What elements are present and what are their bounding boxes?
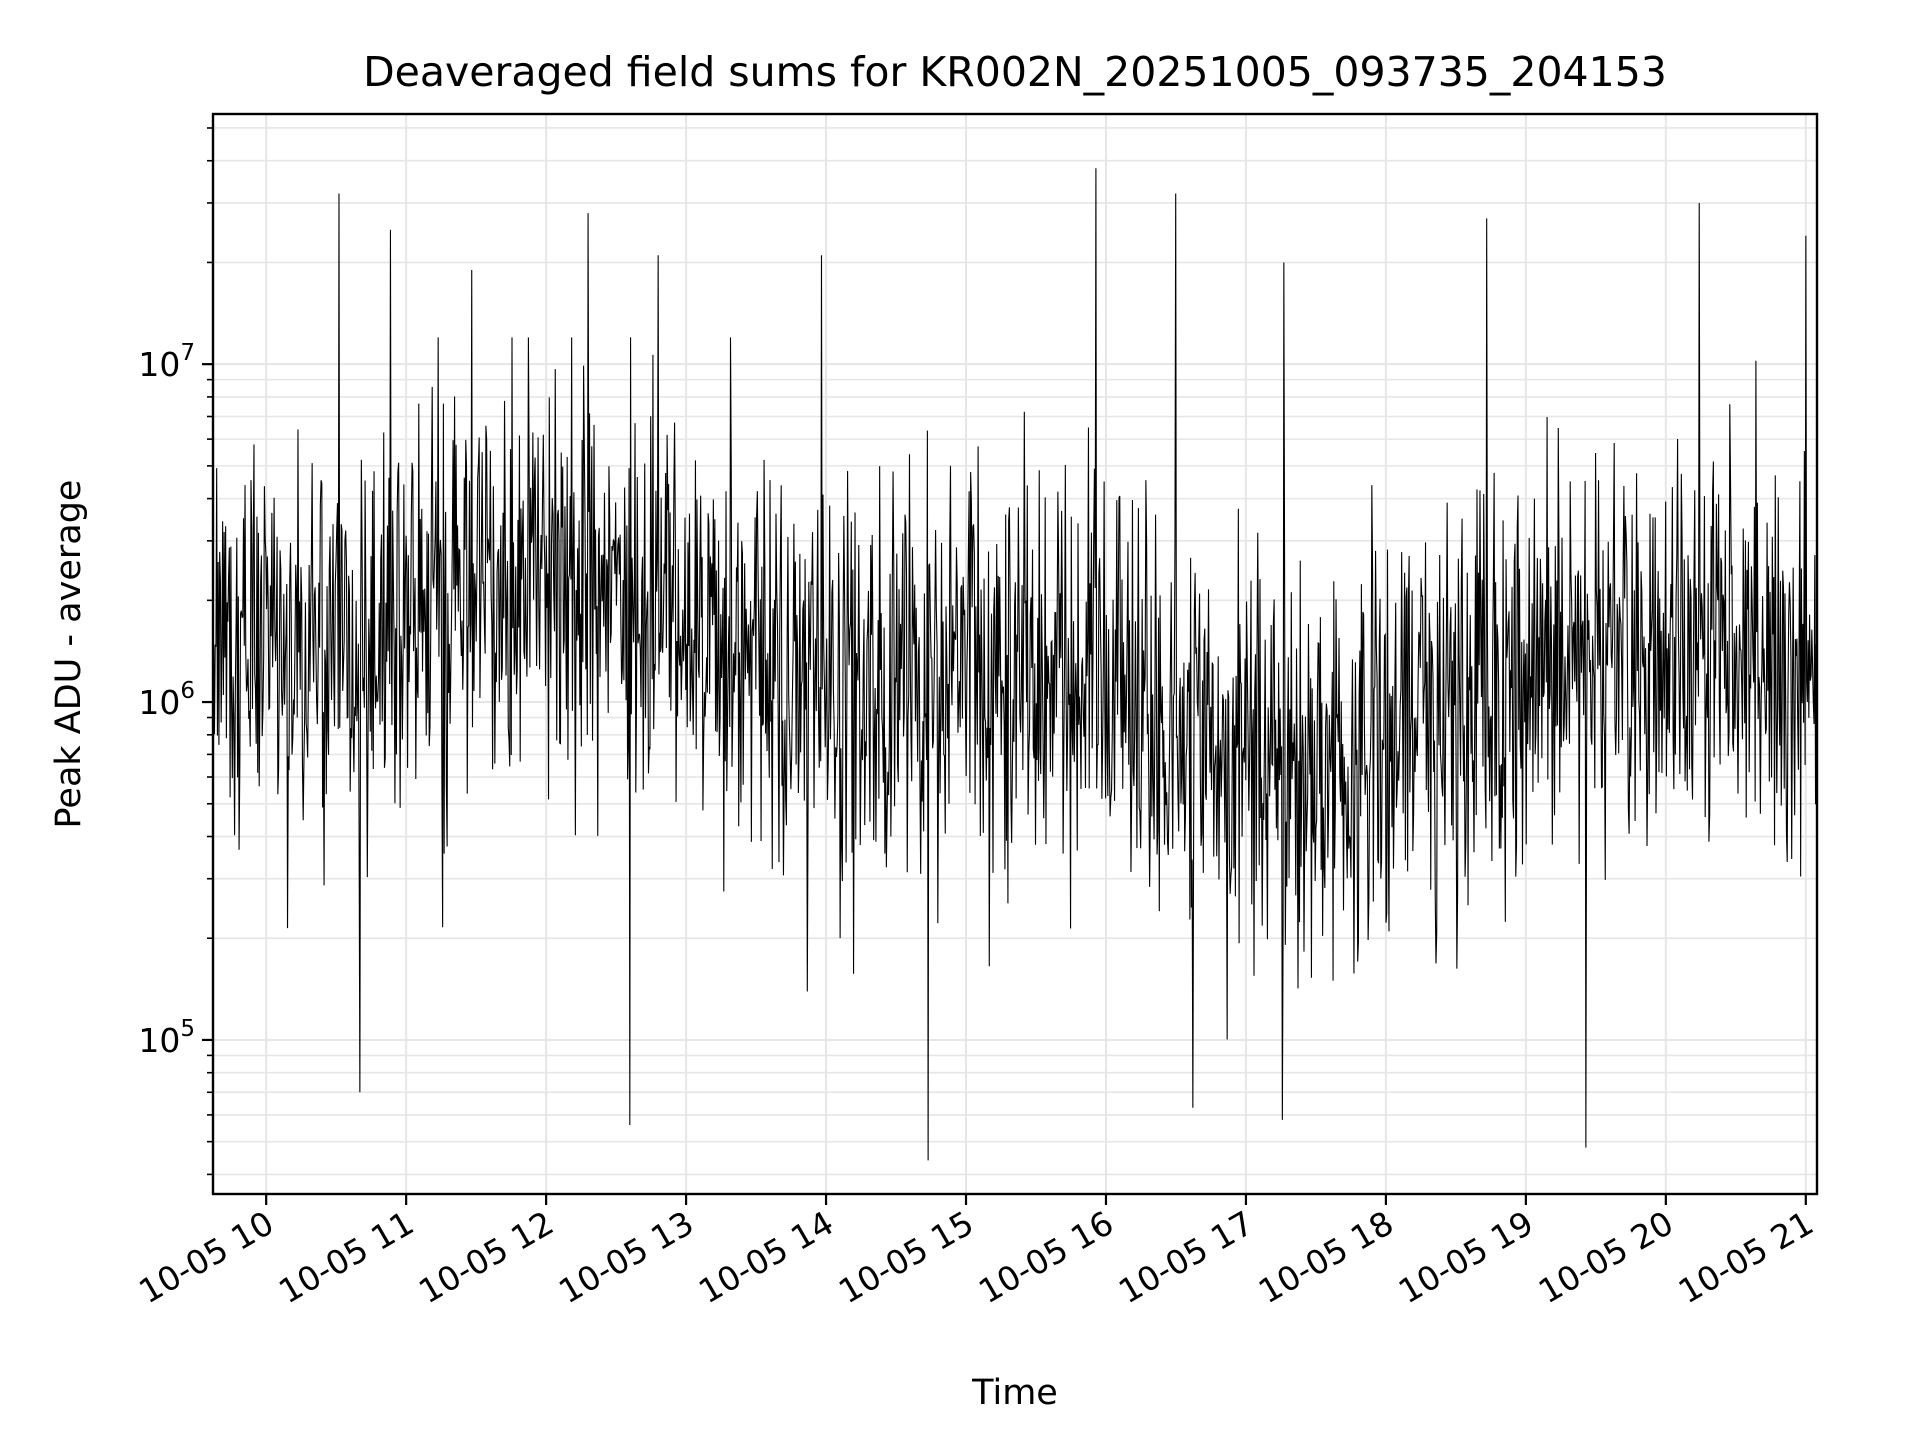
y-tick-exponent: 5: [180, 1016, 195, 1042]
y-tick-base: 10: [138, 345, 180, 384]
chart-title: Deaveraged field sums for KR002N_2025100…: [363, 48, 1667, 96]
y-tick-exponent: 6: [180, 678, 195, 704]
y-tick-exponent: 7: [180, 340, 195, 366]
y-tick-base: 10: [138, 683, 180, 722]
y-tick-label: 105: [138, 1016, 195, 1060]
y-tick-label: 107: [138, 340, 195, 384]
y-tick-base: 10: [138, 1021, 180, 1060]
x-axis-label: Time: [971, 1373, 1058, 1413]
grid-layer: [213, 114, 1817, 1194]
y-axis-label: Peak ADU - average: [49, 480, 89, 829]
plot-frame: [211, 112, 1819, 1196]
series-layer: [213, 168, 1817, 1161]
y-tick-label: 106: [138, 678, 195, 722]
series-line: [213, 168, 1817, 1161]
